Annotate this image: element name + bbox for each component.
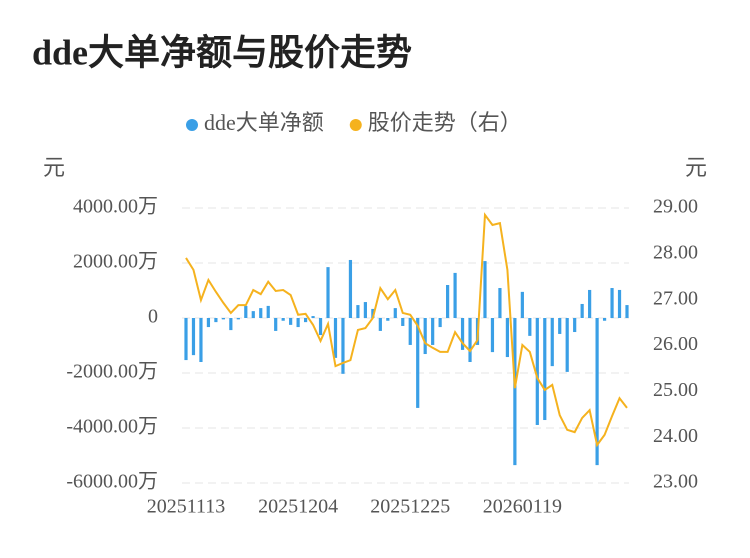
chart-title: dde大单净额与股价走势 [32,32,412,72]
bar [416,318,420,408]
bar [371,308,375,318]
y2-tick-label: 27.00 [653,287,698,309]
bar [333,318,338,358]
bar [289,318,293,325]
bar [483,261,487,318]
x-tick-label: 20260119 [483,496,562,518]
bar [318,318,323,336]
bar [363,302,367,318]
bar [453,272,457,318]
bar [274,318,278,331]
bar [229,318,233,331]
y-tick-label: -2000.00万 [66,361,158,383]
bar [199,318,203,362]
bar [386,318,390,321]
bar [244,305,248,318]
bar [281,318,285,321]
y2-tick-label: 25.00 [653,379,698,401]
bar [535,318,539,425]
bar [259,308,263,318]
legend-marker [186,119,198,131]
bar [602,318,607,321]
bar [221,318,225,320]
bar [303,318,308,323]
y2-tick-label: 24.00 [653,425,698,447]
bar [191,318,196,356]
x-tick-label: 20251204 [258,496,338,518]
bar [214,318,218,323]
bar [408,318,412,345]
bar [460,318,465,350]
bar [311,316,315,318]
bar [588,289,592,318]
y-axis-label: 元 [43,155,65,180]
x-tick-label: 20251225 [370,496,450,518]
bar [236,318,240,320]
bar [431,318,435,345]
bar [184,318,188,361]
bar [543,318,547,421]
legend-label: dde大单净额 [204,110,324,135]
y2-axis-label: 元 [685,155,707,180]
y-tick-label: 0 [148,306,158,328]
y-tick-label: 2000.00万 [73,251,158,273]
bar [610,288,614,318]
y2-tick-label: 29.00 [653,196,698,218]
legend-label: 股价走势（右） [368,110,522,135]
bar [348,259,353,318]
legend-marker [349,119,362,131]
bar [468,318,472,362]
bar [565,318,569,372]
x-tick-label: 20251113 [147,496,226,518]
bar [580,303,584,318]
price-line [185,212,628,448]
bar [498,288,502,318]
bar [393,308,397,318]
bar [423,318,427,355]
bar [573,318,577,333]
bar [513,318,517,466]
bar [401,318,405,326]
y-tick-label: -6000.00万 [66,471,158,493]
bar [251,311,255,318]
y2-tick-label: 26.00 [653,333,698,355]
bar [505,318,510,358]
bar [550,318,554,367]
y-tick-label: 4000.00万 [73,196,158,218]
bar [296,318,300,328]
bar [341,318,345,374]
bar [617,289,622,318]
y2-tick-label: 23.00 [653,471,698,493]
bar [206,318,211,328]
bar [378,318,382,331]
y2-tick-label: 28.00 [653,241,698,263]
bar [528,318,532,336]
bar [446,285,450,318]
bar [356,305,360,318]
bar [625,305,629,318]
bar [266,305,270,318]
bar [558,318,562,334]
y-tick-label: -4000.00万 [66,416,158,438]
bar [520,291,524,318]
bar [326,267,330,318]
bar [595,318,599,466]
bar [490,318,495,353]
bar [438,318,442,328]
